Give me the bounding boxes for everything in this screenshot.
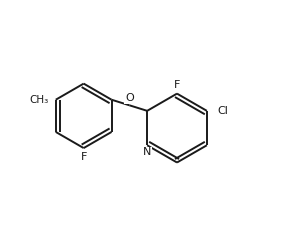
Text: F: F — [174, 80, 180, 90]
Text: F: F — [81, 151, 87, 162]
Text: N: N — [143, 147, 151, 157]
Text: O: O — [125, 93, 134, 103]
Text: CH₃: CH₃ — [29, 95, 49, 105]
Text: Cl: Cl — [218, 106, 228, 116]
